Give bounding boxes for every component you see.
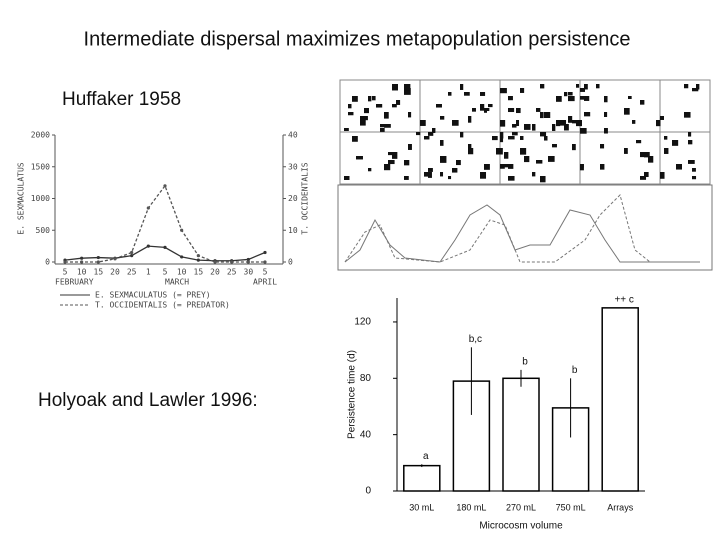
series-point: [213, 260, 217, 264]
y2-tick-label: 40: [288, 131, 298, 140]
x-tick-label: 750 mL: [556, 502, 586, 512]
source-label: Huffaker 1958: [62, 89, 181, 110]
series-point: [96, 260, 100, 264]
series-point: [246, 260, 250, 264]
y2-tick-label: 0: [288, 258, 293, 267]
x-tick-label: 20: [210, 268, 220, 277]
series-point: [230, 260, 234, 264]
significance-label: b: [572, 365, 578, 376]
y2-tick-label: 10: [288, 226, 298, 235]
x-tick-label: 30: [244, 268, 254, 277]
y-tick-label: 1500: [31, 162, 50, 171]
x-tick-label: 15: [94, 268, 104, 277]
time-series-panel: [337, 184, 713, 271]
series-point: [246, 257, 250, 262]
bar: [601, 307, 639, 492]
series-point: [163, 245, 167, 249]
y2-axis-label: T. OCCIDENTALIS: [301, 162, 310, 234]
series-point: [113, 257, 117, 261]
significance-label: ++ c: [614, 295, 633, 306]
x-tick-label: 25: [227, 268, 237, 277]
y-tick-label: 1000: [31, 194, 50, 203]
y2-tick-label: 30: [288, 162, 298, 171]
bar: [502, 377, 540, 492]
x-tick-label: 10: [77, 268, 87, 277]
month-label: MARCH: [165, 278, 189, 287]
significance-label: a: [423, 451, 429, 462]
series-point: [163, 184, 167, 188]
x-tick-label: 20: [110, 268, 120, 277]
y-tick-label: 40: [360, 429, 372, 440]
series-point: [80, 260, 84, 264]
x-tick-label: 5: [263, 268, 268, 277]
y-axis-label: Persistence time (d): [347, 350, 358, 439]
series-point: [80, 256, 84, 260]
y2-tick-label: 20: [288, 194, 298, 203]
series-point: [146, 244, 150, 248]
series-point: [130, 254, 134, 258]
series-line: [65, 184, 265, 263]
x-tick-label: 5: [63, 268, 68, 277]
y-axis-label: E. SEXMACULATUS: [17, 162, 26, 234]
month-label: APRIL: [253, 278, 277, 287]
y-tick-label: 0: [365, 486, 371, 497]
series-point: [196, 258, 200, 262]
y-tick-label: 120: [354, 317, 371, 328]
habitat-grid-cells: [344, 84, 700, 183]
significance-label: b: [522, 356, 528, 367]
series-point: [146, 206, 150, 210]
habitat-grid-panel: [339, 79, 711, 185]
x-tick-label: 30 mL: [409, 502, 434, 512]
bar: [403, 464, 441, 492]
y-tick-label: 0: [45, 258, 50, 267]
series-point: [130, 250, 134, 255]
x-tick-label: 270 mL: [506, 502, 536, 512]
x-tick-label: 180 mL: [456, 502, 486, 512]
slide-title: Intermediate dispersal maximizes metapop…: [84, 28, 631, 50]
series-point: [63, 260, 67, 264]
x-tick-label: 10: [177, 268, 187, 277]
y-tick-label: 2000: [31, 131, 50, 140]
y-tick-label: 500: [36, 226, 51, 235]
y-tick-label: 80: [360, 373, 372, 384]
x-tick-label: 1: [146, 268, 151, 277]
x-tick-label: Arrays: [607, 502, 634, 512]
legend-label: T. OCCIDENTALIS (= PREDATOR): [95, 301, 230, 310]
legend-label: E. SEXMACULATUS (= PREY): [95, 291, 211, 300]
month-label: FEBRUARY: [55, 278, 94, 287]
series-point: [180, 255, 184, 259]
x-tick-label: 15: [194, 268, 204, 277]
x-tick-label: 5: [163, 268, 168, 277]
series-point: [263, 250, 267, 255]
series-point: [180, 228, 184, 232]
significance-label: b,c: [469, 334, 482, 345]
x-axis-label: Microcosm volume: [479, 521, 563, 532]
series-point: [96, 255, 100, 260]
series-point: [196, 254, 200, 258]
series-point: [263, 260, 267, 264]
x-tick-label: 25: [127, 268, 137, 277]
source-label: Holyoak and Lawler 1996:: [38, 390, 258, 411]
